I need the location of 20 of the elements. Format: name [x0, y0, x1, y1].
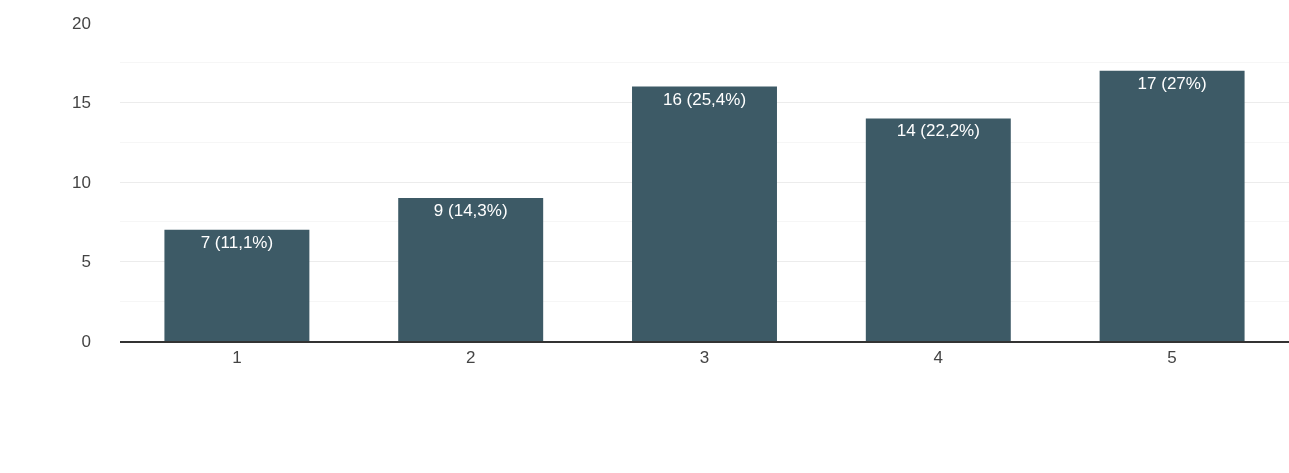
- y-tick-label: 20: [72, 13, 91, 33]
- data-label: 16 (25,4%): [662, 89, 747, 109]
- data-label: 17 (27%): [1137, 73, 1207, 93]
- data-label: 14 (22,2%): [896, 121, 980, 141]
- y-tick-label: 5: [81, 252, 91, 272]
- bar: [632, 86, 777, 341]
- bar: [164, 229, 310, 341]
- x-tick-label: 1: [232, 348, 242, 368]
- bar: [398, 197, 544, 341]
- x-tick-label: 5: [1167, 348, 1177, 368]
- x-tick-label: 4: [933, 348, 944, 368]
- data-label: 9 (14,3%): [433, 200, 508, 220]
- bar: [1099, 70, 1245, 341]
- x-tick-label: 2: [465, 348, 476, 368]
- data-label: 7 (11,1%): [200, 232, 274, 252]
- bar: [865, 118, 1011, 341]
- x-tick-label: 3: [699, 348, 710, 368]
- y-tick-label: 15: [72, 93, 91, 113]
- y-tick-label: 10: [72, 172, 91, 192]
- y-tick-label: 0: [81, 331, 91, 351]
